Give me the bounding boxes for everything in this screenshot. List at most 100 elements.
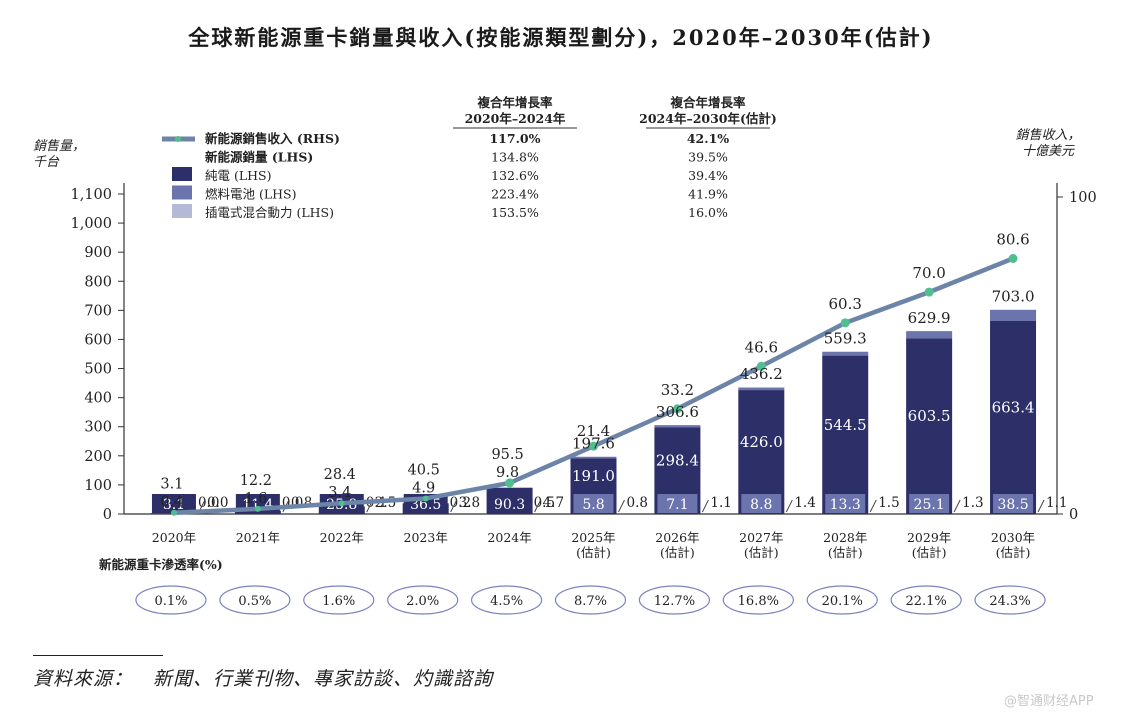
penetration-pill	[387, 585, 459, 615]
phev-marker	[450, 499, 458, 513]
right-axis-label: 銷售收入，	[1015, 128, 1080, 143]
phev-marker	[618, 499, 625, 513]
legend-swatch-phev	[172, 204, 192, 218]
cagr-value-2020-2024: 223.4%	[491, 187, 539, 202]
penetration-value: 0.5%	[238, 594, 271, 609]
penetration-value: 0.1%	[154, 594, 187, 609]
revenue-marker	[840, 318, 850, 328]
revenue-marker	[672, 404, 682, 414]
x-category-label: 2030年	[991, 530, 1035, 545]
phev-value-label: 4.7	[543, 495, 564, 511]
phev-value-label: 1.1	[1046, 495, 1067, 511]
bev-bar	[990, 321, 1037, 514]
left-tick-label: 400	[84, 391, 112, 407]
bev-bar	[822, 355, 869, 514]
bev-value-box	[151, 494, 196, 513]
x-category-label: 2020年	[152, 530, 196, 545]
phev-marker	[534, 499, 542, 513]
legend-label: 燃料電池 (LHS)	[205, 187, 297, 202]
bev-bar	[738, 390, 785, 514]
x-category-label: 2025年	[571, 530, 615, 545]
revenue-marker	[422, 495, 429, 502]
legend-swatch-fcev	[172, 185, 192, 200]
right-tick-label: 0	[1069, 507, 1078, 523]
x-category-label: (估計)	[828, 545, 863, 560]
x-category-label: 2024年	[487, 530, 531, 545]
revenue-label: 3.4	[328, 485, 351, 501]
penetration-pill	[890, 585, 962, 615]
penetration-value: 24.3%	[989, 594, 1030, 609]
phev-value-label: 1.4	[794, 495, 815, 511]
fcev-value-label: 8.8	[750, 497, 772, 513]
total-sales-label: 436.2	[740, 365, 783, 383]
cagr-header: 複合年增長率	[669, 95, 746, 110]
cagr-value-2020-2024: 117.0%	[489, 131, 540, 146]
revenue-marker	[924, 287, 934, 297]
phev-marker	[701, 499, 709, 513]
left-tick-label: 700	[84, 303, 112, 319]
total-sales-label: 306.6	[656, 403, 699, 421]
left-tick-label: 100	[84, 478, 112, 494]
source-note: 資料來源： 新聞、行業刊物、專家訪談、灼識諮詢	[33, 668, 494, 690]
legend-label: 新能源銷售收入 (RHS)	[205, 131, 340, 146]
phev-value-label: 0.8	[627, 495, 648, 511]
revenue-label: 1.6	[244, 491, 267, 507]
fcev-value-label: 13.3	[830, 497, 861, 513]
penetration-value: 22.1%	[905, 594, 946, 609]
penetration-value: 8.7%	[574, 594, 607, 609]
legend-label: 純電 (LHS)	[205, 168, 272, 183]
cagr-header-range: 2020年–2024年	[465, 111, 566, 126]
cagr-header-range: 2024年–2030年(估計)	[639, 111, 777, 126]
revenue-label: 60.3	[829, 295, 862, 313]
cagr-value-2020-2024: 132.6%	[491, 168, 539, 183]
penetration-value: 1.6%	[322, 594, 355, 609]
total-sales-label: 703.0	[992, 287, 1035, 305]
revenue-label: 46.6	[745, 338, 778, 356]
left-tick-label: 300	[84, 420, 112, 436]
bev-value-box	[487, 494, 532, 513]
phev-marker	[869, 499, 877, 513]
penetration-pill	[974, 585, 1046, 615]
left-tick-label: 900	[84, 245, 112, 261]
fcev-value-box	[741, 494, 782, 513]
left-tick-label: 800	[84, 274, 112, 290]
cagr-value-2024-2030: 41.9%	[688, 187, 728, 202]
penetration-pill	[722, 585, 794, 615]
fcev-value-label: 0.5	[534, 495, 555, 511]
cagr-value-2024-2030: 39.4%	[688, 168, 728, 183]
fcev-bar-segment	[906, 331, 953, 339]
revenue-marker	[254, 505, 261, 512]
left-tick-label: 600	[84, 332, 112, 348]
fcev-value-box	[993, 494, 1034, 513]
phev-value-label: 1.5	[878, 495, 899, 511]
cagr-value-2020-2024: 134.8%	[491, 150, 539, 165]
x-category-label: 2029年	[907, 530, 951, 545]
revenue-marker	[1008, 253, 1018, 263]
fcev-bar-segment	[822, 351, 869, 356]
total-sales-label: 28.4	[324, 467, 356, 483]
cagr-value-2024-2030: 42.1%	[687, 131, 729, 146]
fcev-bar-segment	[654, 425, 701, 428]
phev-value-label: 3.8	[459, 495, 480, 511]
revenue-marker	[505, 478, 515, 488]
fcev-bar-segment	[570, 456, 617, 459]
revenue-marker	[170, 509, 177, 516]
fcev-value-label: 7.1	[666, 497, 688, 513]
revenue-label: 4.9	[412, 480, 435, 496]
penetration-label: 新能源重卡滲透率(%)	[99, 557, 223, 572]
bev-bar	[906, 338, 953, 514]
bev-value-label: 298.4	[656, 452, 699, 470]
penetration-value: 16.8%	[738, 594, 779, 609]
revenue-marker	[756, 361, 766, 371]
x-category-label: 2023年	[404, 530, 448, 545]
left-tick-label: 200	[84, 449, 112, 465]
revenue-marker	[589, 441, 598, 451]
fcev-value-label: 0.0	[198, 495, 219, 511]
bev-value-label: 3.1	[163, 497, 185, 513]
penetration-value: 4.5%	[490, 594, 523, 609]
x-category-label: 2026年	[655, 530, 699, 545]
fcev-value-box	[825, 494, 866, 513]
left-axis-label: 銷售量，	[33, 139, 85, 154]
fcev-value-label: 25.1	[914, 497, 945, 513]
fcev-value-label: 38.5	[997, 497, 1028, 513]
